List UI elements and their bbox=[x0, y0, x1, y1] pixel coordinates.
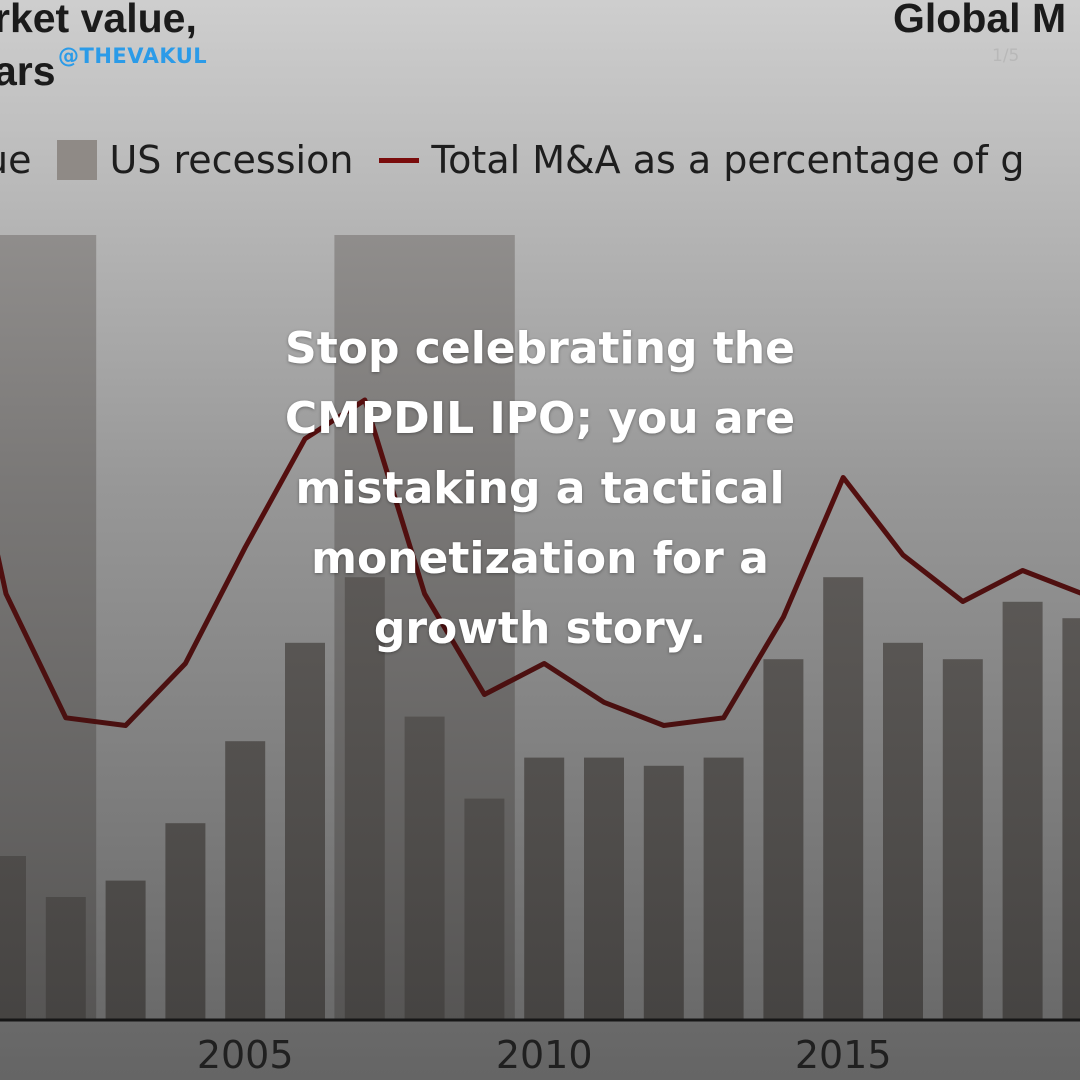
value-bar bbox=[643, 765, 684, 1020]
value-bar bbox=[165, 823, 206, 1020]
value-bar bbox=[105, 880, 146, 1020]
x-tick-label: 2010 bbox=[496, 1033, 593, 1077]
chart-legend: ue US recession Total M&A as a percentag… bbox=[0, 138, 1025, 182]
value-bar bbox=[464, 798, 505, 1020]
legend-item-ma-percentage: Total M&A as a percentage of g bbox=[431, 138, 1025, 182]
value-bar bbox=[524, 757, 565, 1020]
value-bar bbox=[883, 642, 923, 1020]
value-bar bbox=[703, 757, 744, 1020]
value-bar bbox=[763, 659, 804, 1020]
value-bar bbox=[584, 757, 624, 1020]
x-tick-label: 2005 bbox=[197, 1033, 294, 1077]
value-bar bbox=[45, 897, 86, 1020]
author-handle: @THEVAKUL bbox=[58, 44, 208, 68]
value-bar bbox=[0, 856, 26, 1020]
value-bar bbox=[1002, 601, 1043, 1020]
value-bar bbox=[225, 741, 266, 1020]
headline: Stop celebrating the CMPDIL IPO; you are… bbox=[284, 323, 796, 654]
chart-title-left: rket value, ars bbox=[0, 0, 197, 94]
legend-item-recession: US recession bbox=[109, 138, 354, 182]
legend-recession-swatch bbox=[57, 140, 98, 180]
value-bar bbox=[1062, 618, 1080, 1020]
value-bar bbox=[404, 716, 445, 1020]
value-bar bbox=[942, 659, 983, 1020]
chart-title-right: Global M bbox=[893, 0, 1067, 41]
page-indicator: 1/5 bbox=[992, 46, 1020, 66]
legend-ma-line-swatch bbox=[379, 157, 420, 163]
x-tick-label: 2015 bbox=[795, 1033, 892, 1077]
legend-item-value: ue bbox=[0, 138, 32, 182]
value-bar bbox=[285, 642, 325, 1020]
